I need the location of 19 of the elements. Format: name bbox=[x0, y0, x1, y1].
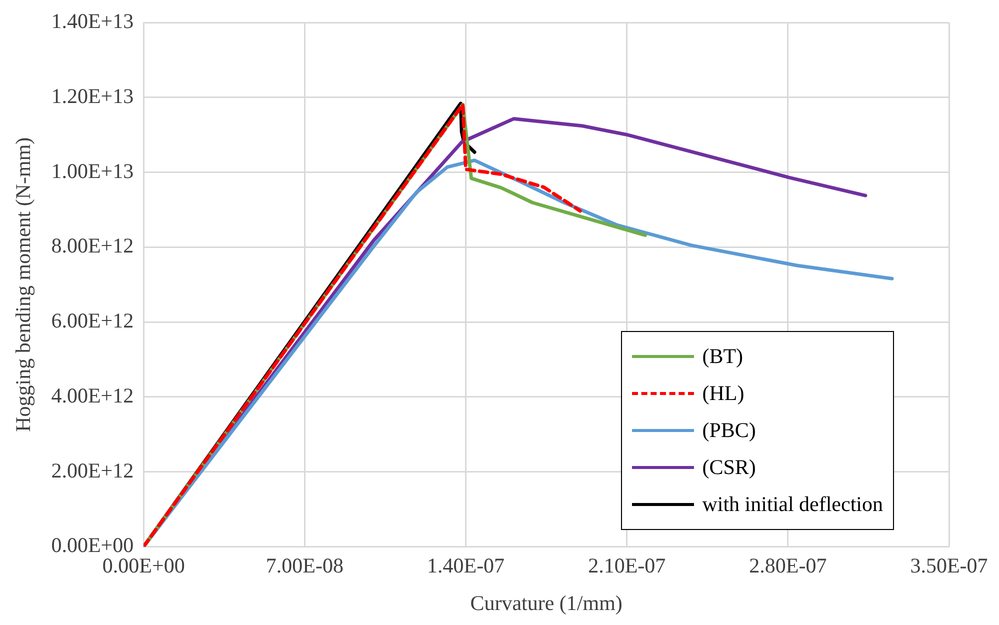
y-tick-label: 6.00E+12 bbox=[51, 308, 134, 333]
y-tick-label: 4.00E+12 bbox=[51, 383, 134, 408]
y-tick-label: 1.00E+13 bbox=[51, 158, 134, 183]
y-tick-label: 2.00E+12 bbox=[51, 458, 134, 482]
legend-label: (CSR) bbox=[702, 455, 756, 480]
x-tick-label: 2.80E-07 bbox=[749, 554, 827, 578]
y-tick-label: 1.20E+13 bbox=[51, 84, 134, 108]
y-tick-label: 1.40E+13 bbox=[51, 9, 134, 34]
x-axis-title: Curvature (1/mm) bbox=[470, 590, 622, 615]
legend-label: (HL) bbox=[702, 381, 744, 406]
x-tick-label: 3.50E-07 bbox=[910, 554, 988, 578]
x-tick-label: 2.10E-07 bbox=[588, 554, 666, 578]
y-tick-label: 8.00E+12 bbox=[51, 234, 134, 258]
x-tick-label: 7.00E-08 bbox=[266, 554, 344, 578]
y-axis-title: Hogging bending moment (N-mm) bbox=[11, 137, 36, 432]
legend-label: (PBC) bbox=[702, 418, 756, 443]
legend-label: with initial deflection bbox=[702, 492, 883, 517]
legend-label: (BT) bbox=[702, 344, 744, 369]
x-tick-label: 1.40E-07 bbox=[426, 554, 505, 578]
